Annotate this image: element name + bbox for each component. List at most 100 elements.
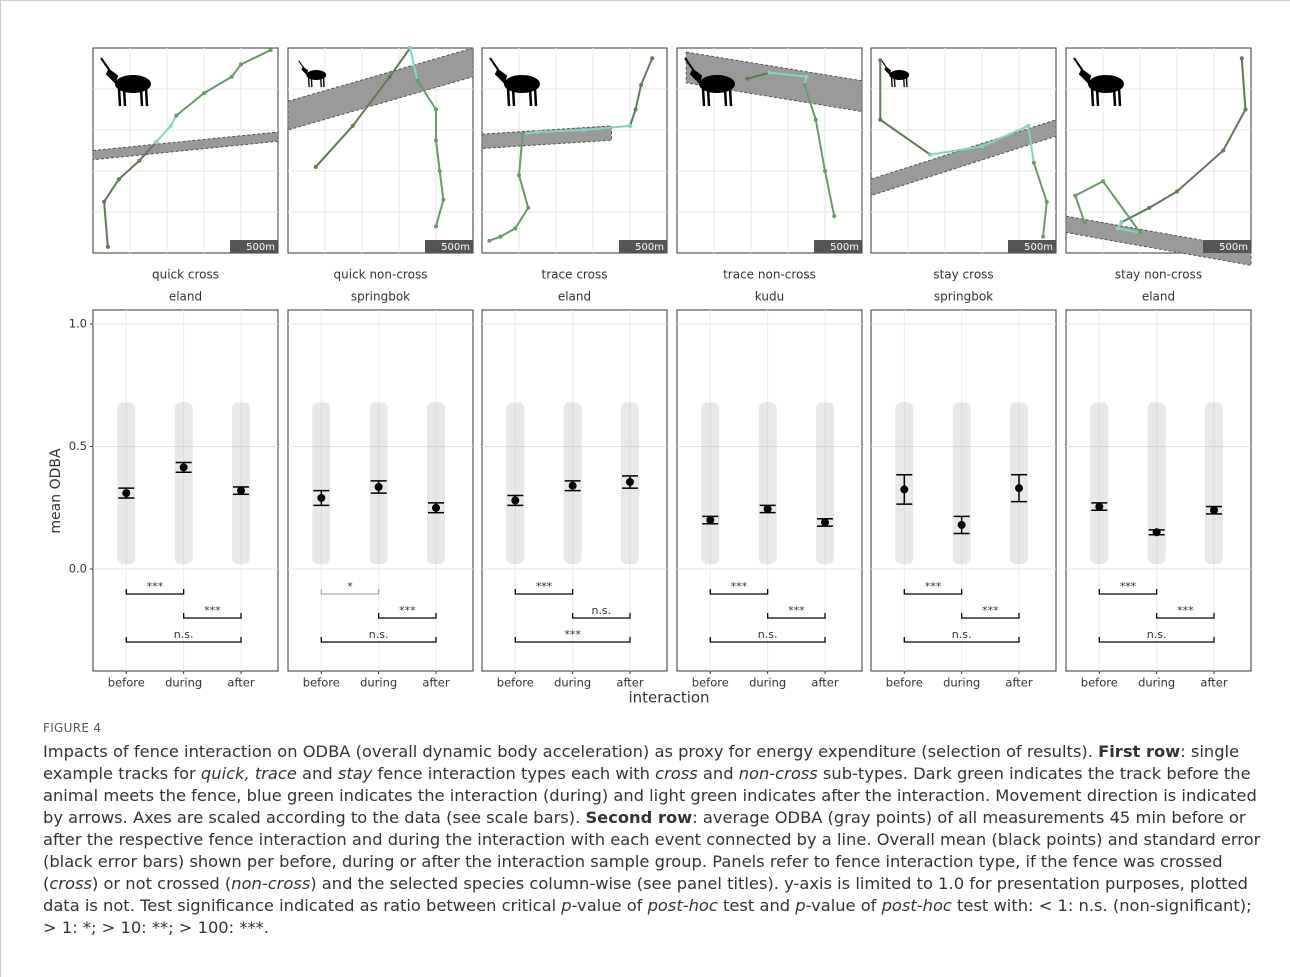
x-tick-label: after <box>1200 676 1227 690</box>
caption: FIGURE 4 Impacts of fence interaction on… <box>43 721 1263 939</box>
significance-label: *** <box>982 604 999 617</box>
track-arrow <box>168 123 173 128</box>
fence <box>870 119 1057 197</box>
track-arrow <box>520 132 525 137</box>
track-arrow <box>1041 234 1046 239</box>
point-cloud <box>427 402 445 565</box>
animal-leg <box>701 87 706 107</box>
track <box>803 84 836 217</box>
track-arrow <box>823 169 827 173</box>
x-tick-label: after <box>616 676 643 690</box>
animal-leg <box>307 77 310 88</box>
track-arrow <box>513 226 518 231</box>
animal-leg <box>903 77 905 88</box>
animal-silhouette <box>1073 57 1124 107</box>
y-axis-label: mean ODBA <box>48 448 64 534</box>
track-arrow <box>804 74 809 79</box>
scale-label: 500m <box>1219 242 1248 253</box>
significance-label: *** <box>925 580 942 593</box>
track-arrow <box>639 82 644 87</box>
significance-label: *** <box>731 580 748 593</box>
significance-label: *** <box>1177 604 1194 617</box>
x-tick-label: during <box>165 676 202 690</box>
caption-segment: and <box>697 764 739 783</box>
track-arrow <box>628 123 632 128</box>
x-tick-label: after <box>811 676 838 690</box>
track-arrow <box>767 70 772 75</box>
x-tick-label: after <box>1005 676 1032 690</box>
y-tick-label: 1.0 <box>69 316 87 330</box>
mean-point <box>626 478 634 487</box>
track-arrow <box>1175 189 1179 194</box>
mean-point <box>511 496 520 505</box>
significance-bracket <box>767 613 826 619</box>
x-tick-label: before <box>692 676 729 690</box>
animal-head <box>100 57 119 84</box>
panel-subtitle: springbok <box>351 290 410 304</box>
significance-bracket <box>572 613 631 619</box>
track-arrow <box>434 138 438 143</box>
track-arrow <box>229 74 234 79</box>
fence <box>481 125 612 149</box>
significance-bracket <box>903 637 1020 643</box>
mean-point <box>821 518 829 527</box>
panel <box>676 309 863 672</box>
caption-segment: First row <box>1098 742 1181 761</box>
track-arrow <box>105 244 110 249</box>
x-tick-label: during <box>749 676 786 690</box>
track <box>416 80 445 227</box>
track <box>522 124 631 136</box>
track-arrow <box>813 117 818 122</box>
caption-segment: post-hoc <box>647 896 718 915</box>
point-cloud <box>174 402 193 565</box>
caption-text: Impacts of fence interaction on ODBA (ov… <box>43 741 1263 939</box>
track-arrow <box>174 113 179 118</box>
caption-segment: test and <box>717 896 796 915</box>
animal-leg <box>322 77 325 88</box>
significance-bracket <box>514 637 631 643</box>
track-arrow <box>350 123 355 128</box>
track-arrow <box>832 214 837 219</box>
significance-bracket <box>514 589 574 595</box>
caption-segment: post-hoc <box>881 896 952 915</box>
panel-title: trace cross <box>542 268 608 282</box>
track <box>1121 58 1247 224</box>
track <box>1074 179 1141 234</box>
track-arrow <box>408 46 413 50</box>
animal-leg <box>506 87 511 107</box>
x-tick-label: during <box>360 676 397 690</box>
significance-label: *** <box>536 580 553 593</box>
point-cloud <box>816 402 834 565</box>
caption-segment: cross <box>655 764 698 783</box>
track-arrow <box>633 107 638 112</box>
scale-bar <box>814 240 862 253</box>
caption-segment: non-cross <box>738 764 818 783</box>
caption-segment: -value of <box>805 896 882 915</box>
scale-bar <box>1008 240 1056 253</box>
mean-point <box>763 505 772 514</box>
animal-silhouette <box>298 60 327 88</box>
figure-label: FIGURE 4 <box>43 721 102 735</box>
animal-leg <box>905 77 908 88</box>
point-cloud <box>1090 402 1109 565</box>
x-tick-label: before <box>886 676 923 690</box>
animal-leg <box>1117 87 1122 107</box>
caption-segment: stay <box>337 764 373 783</box>
track-arrow <box>434 224 438 229</box>
caption-segment: cross <box>49 874 92 893</box>
track <box>629 57 654 127</box>
significance-label: *** <box>399 604 416 617</box>
track <box>747 71 770 80</box>
caption-segment: Second row <box>585 808 693 827</box>
x-tick-label: before <box>108 676 145 690</box>
track-arrow <box>1044 199 1049 204</box>
figure: mean ODBA interaction 500m 500m 500m 500m 50… <box>48 46 1252 707</box>
track-arrow <box>153 140 158 145</box>
scale-label: 500m <box>830 242 859 253</box>
panel-subtitle: kudu <box>755 290 784 304</box>
track-arrow <box>1243 107 1248 112</box>
point-cloud <box>952 402 971 565</box>
panel-title: quick non-cross <box>334 268 428 282</box>
mean-point <box>957 520 966 529</box>
track-arrow <box>535 130 540 135</box>
